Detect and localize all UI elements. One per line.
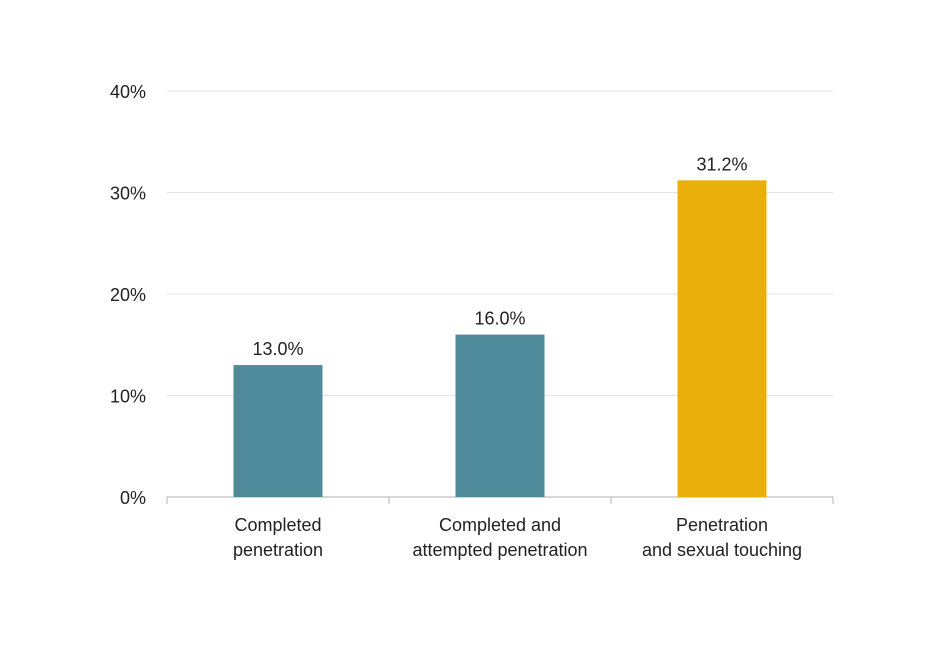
bar: [677, 180, 767, 497]
y-tick-label: 20%: [110, 285, 146, 305]
x-tick-label: Completed: [234, 515, 321, 535]
x-tick-label: Penetration: [676, 515, 768, 535]
data-label: 13.0%: [252, 339, 303, 359]
x-tick-label: penetration: [233, 540, 323, 560]
bar: [233, 365, 323, 497]
x-tick-label: attempted penetration: [412, 540, 587, 560]
bar: [455, 334, 545, 497]
y-tick-label: 30%: [110, 184, 146, 204]
y-tick-label: 40%: [110, 82, 146, 102]
y-tick-label: 0%: [120, 488, 146, 508]
x-tick-label: Completed and: [439, 515, 561, 535]
x-tick-label: and sexual touching: [642, 540, 802, 560]
data-label: 16.0%: [474, 309, 525, 329]
data-label: 31.2%: [696, 154, 747, 174]
y-tick-label: 10%: [110, 387, 146, 407]
